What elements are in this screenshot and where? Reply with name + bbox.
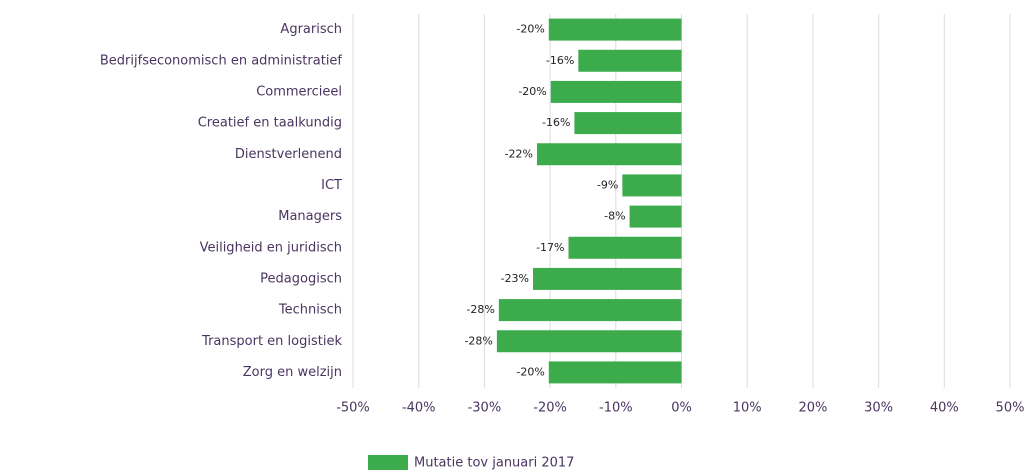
y-tick-label: Transport en logistiek xyxy=(201,334,342,349)
value-label: -20% xyxy=(516,23,544,36)
y-tick-label: Managers xyxy=(278,209,342,224)
legend-swatch xyxy=(368,455,408,470)
y-tick-label: ICT xyxy=(321,178,342,193)
bar xyxy=(548,18,682,41)
value-label: -16% xyxy=(542,116,570,129)
bar xyxy=(622,174,682,197)
y-tick-label: Technisch xyxy=(278,303,342,318)
value-label: -20% xyxy=(516,365,544,378)
y-tick-label: Dienstverlenend xyxy=(235,147,342,162)
bar xyxy=(629,205,682,228)
value-label: -22% xyxy=(505,147,533,160)
value-label: -17% xyxy=(536,241,564,254)
y-tick-label: Pedagogisch xyxy=(260,271,342,286)
bar xyxy=(548,361,682,384)
y-tick-label: Creatief en taalkundig xyxy=(198,116,342,131)
value-label: -23% xyxy=(501,272,529,285)
legend-label: Mutatie tov januari 2017 xyxy=(414,456,574,470)
y-tick-label: Bedrijfseconomisch en administratief xyxy=(100,53,343,68)
y-tick-label: Veiligheid en juridisch xyxy=(200,240,342,255)
bar xyxy=(578,49,682,72)
x-tick-label: -40% xyxy=(402,401,436,416)
y-tick-label: Zorg en welzijn xyxy=(243,365,342,380)
bar xyxy=(574,112,682,135)
x-tick-label: -20% xyxy=(533,401,567,416)
value-label: -16% xyxy=(546,54,574,67)
value-label: -20% xyxy=(518,85,546,98)
x-tick-label: -50% xyxy=(336,401,370,416)
bar xyxy=(550,80,682,103)
x-tick-label: 10% xyxy=(733,401,762,416)
x-tick-label: 0% xyxy=(671,401,692,416)
x-tick-label: 50% xyxy=(996,401,1025,416)
value-label: -9% xyxy=(597,178,618,191)
bar xyxy=(533,267,682,290)
value-label: -28% xyxy=(464,334,492,347)
x-tick-label: 40% xyxy=(930,401,959,416)
x-tick-label: -30% xyxy=(468,401,502,416)
bar xyxy=(498,299,682,322)
value-label: -28% xyxy=(466,303,494,316)
bar xyxy=(536,143,682,166)
x-tick-label: -10% xyxy=(599,401,633,416)
y-tick-label: Commercieel xyxy=(256,84,342,99)
x-tick-label: 30% xyxy=(864,401,893,416)
value-label: -8% xyxy=(604,210,625,223)
bar xyxy=(568,236,682,259)
y-tick-label: Agrarisch xyxy=(280,22,342,37)
bar xyxy=(496,330,682,353)
x-tick-label: 20% xyxy=(798,401,827,416)
